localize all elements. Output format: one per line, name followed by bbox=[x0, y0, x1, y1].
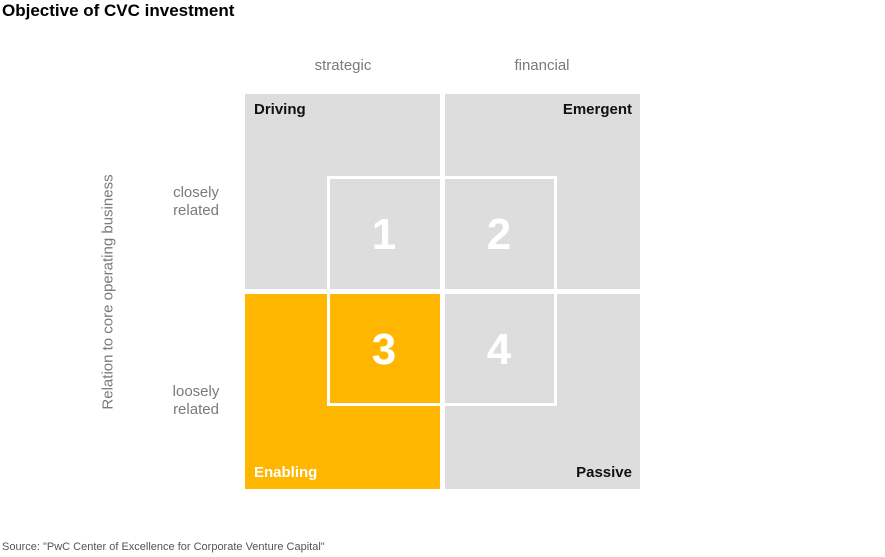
y-axis-label-text: Relation to core operating business bbox=[99, 174, 117, 410]
cell-number-3: 3 bbox=[371, 325, 397, 374]
row-label-loosely-related: loosely related bbox=[161, 383, 231, 419]
row-label-closely: closely bbox=[173, 184, 219, 201]
source-note: Source: "PwC Center of Excellence for Co… bbox=[2, 541, 325, 553]
row-label-related-top: related bbox=[173, 202, 219, 219]
quadrant-emergent bbox=[443, 94, 640, 291]
quadrant-label-emergent: Emergent bbox=[562, 101, 632, 118]
quadrant-driving bbox=[245, 94, 442, 291]
row-label-loosely: loosely bbox=[172, 383, 220, 400]
cell-number-1: 1 bbox=[371, 210, 397, 259]
row-label-closely-related: closely related bbox=[161, 184, 231, 220]
divider-horizontal bbox=[245, 289, 640, 294]
quadrant-enabling bbox=[245, 292, 442, 489]
quadrant-passive bbox=[443, 292, 640, 489]
column-label-financial: financial bbox=[514, 57, 570, 74]
quadrant-label-enabling: Enabling bbox=[254, 464, 318, 481]
row-label-related-bottom: related bbox=[173, 401, 219, 418]
quadrant-label-passive: Passive bbox=[576, 464, 632, 481]
diagram-title: Objective of CVC investment bbox=[2, 1, 235, 20]
cell-number-4: 4 bbox=[486, 325, 512, 374]
inner-box bbox=[327, 176, 557, 406]
cell-number-2: 2 bbox=[486, 210, 512, 259]
quadrant-label-driving: Driving bbox=[254, 101, 306, 118]
column-label-strategic: strategic bbox=[314, 57, 372, 74]
